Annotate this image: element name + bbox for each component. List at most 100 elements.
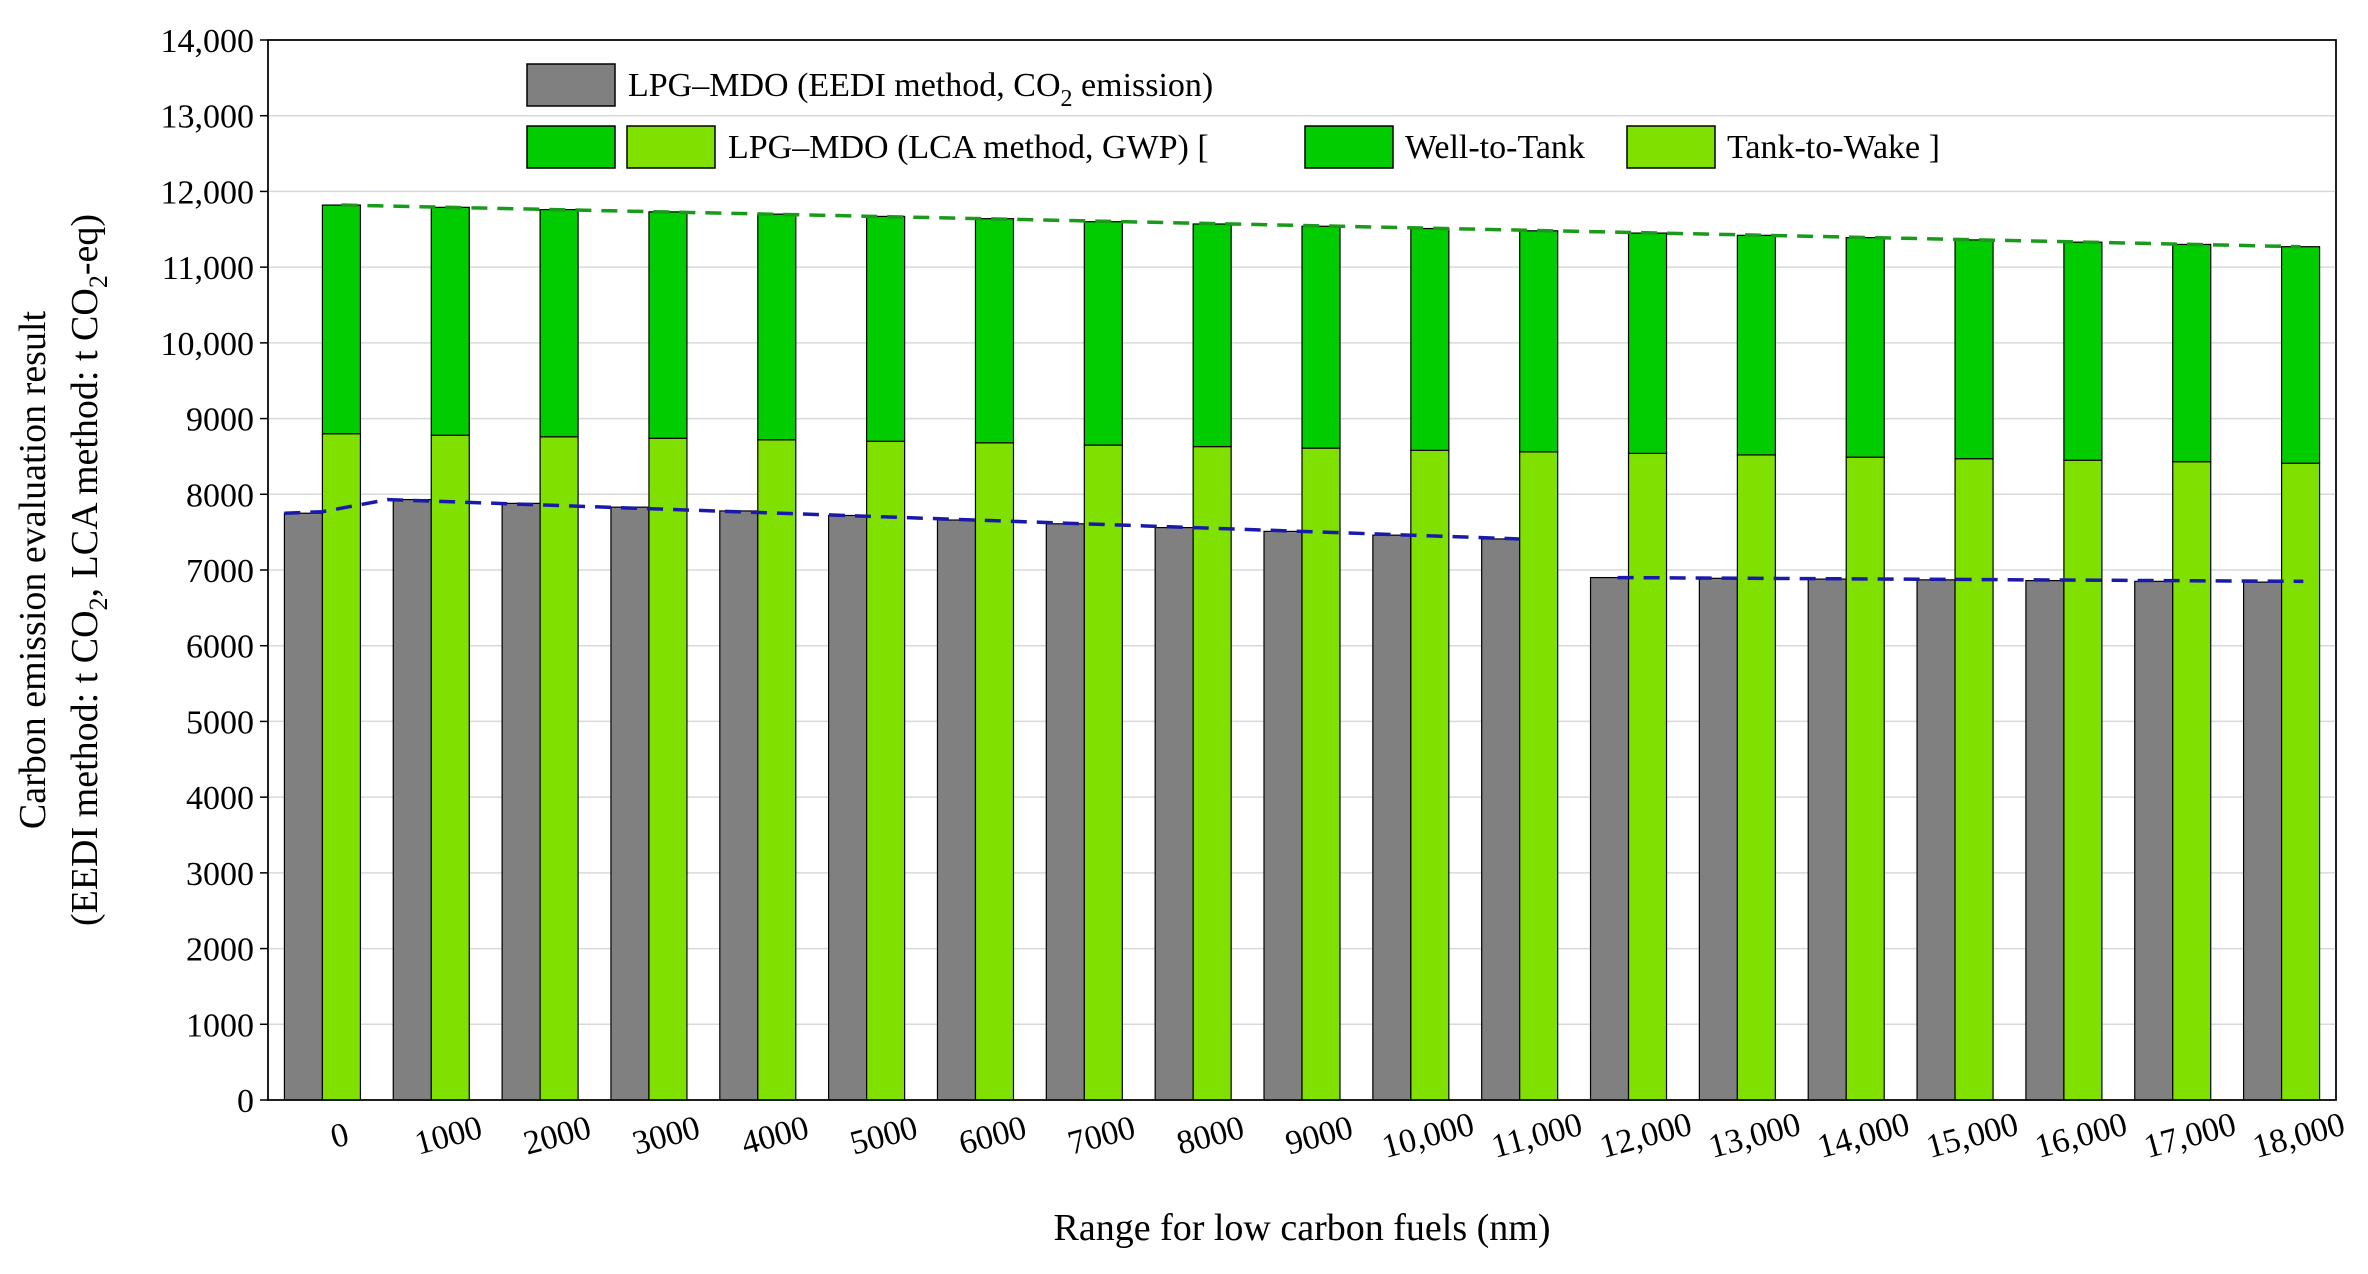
bar-eedi xyxy=(392,498,432,1101)
x-axis-title: Range for low carbon fuels (nm) xyxy=(1053,1207,1550,1249)
bar-tank-to-wake xyxy=(1519,451,1559,1101)
bar-tank-to-wake xyxy=(321,433,362,1101)
y-tick-label: 8000 xyxy=(186,477,254,514)
legend-label-ttw: Tank-to-Wake ] xyxy=(1727,129,1940,166)
y-tick-label: 6000 xyxy=(186,629,254,666)
x-tick-label: 14,000 xyxy=(1814,1106,1914,1166)
bar-tank-to-wake xyxy=(866,440,906,1101)
trend-line xyxy=(341,203,2301,249)
legend-swatch-lca-wtt xyxy=(526,125,616,169)
bar-eedi xyxy=(1481,538,1521,1101)
bar-tank-to-wake xyxy=(1954,458,1994,1101)
bar-eedi xyxy=(1372,534,1412,1101)
legend-label-eedi: LPG–MDO (EEDI method, CO2 emission) xyxy=(628,67,1213,112)
y-tick-label: 12,000 xyxy=(161,174,255,211)
legend-swatch-ttw xyxy=(1626,125,1716,169)
bar-well-to-tank xyxy=(1301,225,1341,449)
bar-tank-to-wake xyxy=(757,439,797,1101)
bar-eedi xyxy=(936,519,977,1101)
x-tick-label: 16,000 xyxy=(2031,1106,2131,1166)
bar-well-to-tank xyxy=(648,211,688,439)
y-tick-label: 4000 xyxy=(186,780,254,817)
bar-tank-to-wake xyxy=(1736,454,1776,1101)
x-tick-label: 10,000 xyxy=(1378,1106,1478,1166)
y-tick-label: 10,000 xyxy=(161,326,255,363)
bar-well-to-tank xyxy=(2063,241,2103,461)
bar-eedi xyxy=(1698,577,1738,1101)
bar-eedi xyxy=(1916,579,1956,1101)
x-tick-label: 1000 xyxy=(411,1109,486,1162)
bar-well-to-tank xyxy=(430,206,470,436)
bar-eedi xyxy=(1154,526,1194,1101)
bar-tank-to-wake xyxy=(430,434,470,1101)
bar-eedi xyxy=(2134,580,2174,1101)
bars-group xyxy=(283,204,2321,1101)
bar-well-to-tank xyxy=(1083,221,1123,446)
bar-eedi xyxy=(719,510,759,1101)
x-tick-label: 7000 xyxy=(1064,1109,1139,1162)
bar-eedi xyxy=(1807,578,1847,1101)
y-tick-label: 14,000 xyxy=(161,23,255,60)
x-axis-ticks: 0 1000 2000 3000 4000 5000 6000 7000 8000 9000 10,… xyxy=(327,1106,2349,1166)
bar-tank-to-wake xyxy=(1192,445,1232,1101)
bar-eedi xyxy=(283,512,324,1101)
x-tick-label: 2000 xyxy=(520,1109,595,1162)
bar-eedi xyxy=(828,514,868,1101)
y-tick-label: 0 xyxy=(237,1083,254,1120)
bar-tank-to-wake xyxy=(648,437,688,1101)
bar-well-to-tank xyxy=(1627,232,1668,454)
x-tick-label: 18,000 xyxy=(2249,1106,2349,1166)
x-tick-label: 9000 xyxy=(1282,1109,1357,1162)
bar-tank-to-wake xyxy=(1083,444,1123,1101)
y-tick-label: 9000 xyxy=(186,402,254,439)
x-tick-label: 17,000 xyxy=(2140,1106,2240,1166)
bar-well-to-tank xyxy=(866,215,906,442)
legend-label-lca: LPG–MDO (LCA method, GWP) [ xyxy=(728,129,1209,166)
bar-well-to-tank xyxy=(1192,223,1232,448)
x-tick-label: 4000 xyxy=(737,1109,812,1162)
y-axis-ticks: 0 1000 2000 3000 4000 5000 6000 7000 8000 9000 10,… xyxy=(161,23,268,1120)
bar-well-to-tank xyxy=(1845,237,1885,458)
bar-well-to-tank xyxy=(1519,230,1559,453)
bar-eedi xyxy=(1589,576,1630,1101)
bar-tank-to-wake xyxy=(2172,461,2212,1101)
bar-well-to-tank xyxy=(2172,243,2212,463)
y-tick-label: 13,000 xyxy=(161,99,255,136)
bar-eedi xyxy=(2025,579,2065,1101)
bar-well-to-tank xyxy=(1954,239,1994,460)
trend-lines-group xyxy=(284,203,2304,584)
y-axis-title-line1: Carbon emission evaluation result xyxy=(12,310,54,829)
y-tick-label: 5000 xyxy=(186,704,254,741)
legend: LPG–MDO (EEDI method, CO2 emission) LPG–… xyxy=(526,63,1940,169)
legend-swatch-eedi xyxy=(526,63,616,107)
bar-tank-to-wake xyxy=(1627,452,1668,1101)
y-tick-label: 7000 xyxy=(186,553,254,590)
x-tick-label: 5000 xyxy=(846,1109,921,1162)
x-tick-label: 3000 xyxy=(629,1109,704,1162)
bar-eedi xyxy=(1045,523,1085,1101)
bar-tank-to-wake xyxy=(2280,462,2321,1101)
bar-well-to-tank xyxy=(539,209,579,438)
y-tick-label: 2000 xyxy=(186,932,254,969)
legend-swatch-wtt xyxy=(1304,125,1394,169)
bar-eedi xyxy=(1263,530,1303,1101)
bar-well-to-tank xyxy=(757,213,797,441)
legend-swatch-lca-ttw xyxy=(626,125,716,169)
bar-tank-to-wake xyxy=(1410,449,1450,1101)
bar-well-to-tank xyxy=(974,218,1015,444)
x-tick-label: 11,000 xyxy=(1488,1106,1587,1166)
x-tick-label: 12,000 xyxy=(1596,1106,1696,1166)
x-tick-label: 0 xyxy=(327,1116,353,1156)
bar-tank-to-wake xyxy=(1301,447,1341,1101)
bar-eedi xyxy=(610,506,650,1101)
bar-well-to-tank xyxy=(1736,234,1776,456)
legend-label-wtt: Well-to-Tank xyxy=(1405,129,1585,166)
bar-well-to-tank xyxy=(321,204,362,435)
x-tick-label: 15,000 xyxy=(1922,1106,2022,1166)
bar-tank-to-wake xyxy=(539,436,579,1101)
bar-well-to-tank xyxy=(2280,246,2321,464)
y-tick-label: 11,000 xyxy=(162,250,254,287)
x-tick-label: 8000 xyxy=(1173,1109,1248,1162)
